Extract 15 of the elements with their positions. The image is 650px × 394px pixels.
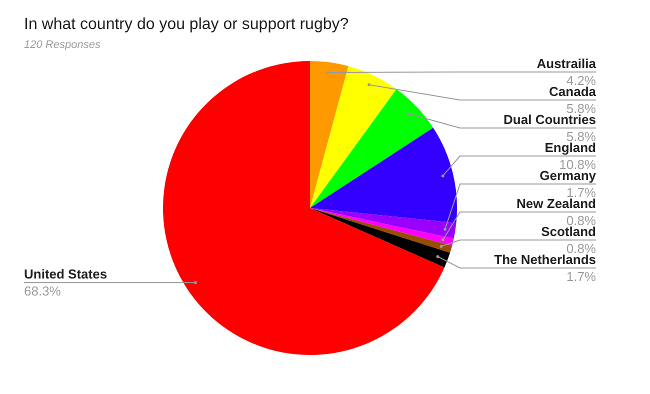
chart-subtitle: 120 Responses: [24, 39, 101, 51]
slice-label: Austrailia: [536, 56, 597, 71]
chart-title: In what country do you play or support rugby?: [24, 16, 349, 33]
pie-slice: [310, 208, 456, 239]
data-label: 68.3%: [24, 284, 62, 299]
pie-slice: [310, 208, 450, 268]
data-label: 1.7%: [566, 269, 596, 284]
slice-label: United States: [24, 266, 108, 282]
pie-slice: [310, 128, 457, 223]
pie-slice: [310, 61, 348, 208]
pie-slice: [163, 61, 444, 355]
pie-slice: [310, 66, 396, 208]
pie-slice: [310, 89, 434, 208]
pie-slice: [310, 208, 452, 253]
pie-slice: [310, 208, 454, 246]
